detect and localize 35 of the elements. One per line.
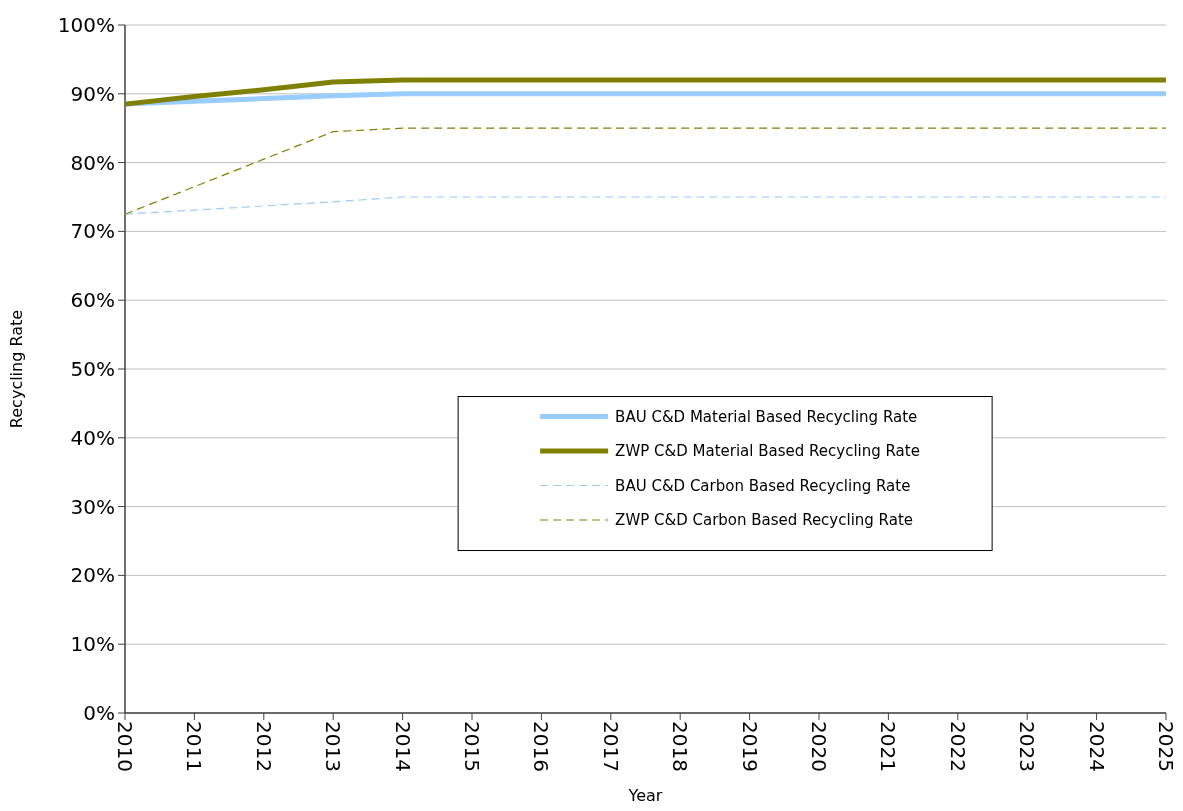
- x-tick-label: 2018: [668, 721, 693, 772]
- y-tick-label: 10%: [70, 632, 115, 657]
- x-tick-label: 2020: [807, 721, 831, 772]
- x-tick-label: 2021: [876, 721, 901, 772]
- y-tick-label: 20%: [70, 563, 115, 588]
- x-axis-title: Year: [627, 786, 663, 805]
- y-tick-label: 30%: [70, 494, 115, 519]
- legend-label: BAU C&D Carbon Based Recycling Rate: [615, 476, 911, 495]
- x-tick-label: 2011: [182, 721, 207, 772]
- line-series: [124, 127, 1167, 215]
- y-tick-label: 80%: [70, 150, 115, 175]
- x-tick-label: 2024: [1084, 721, 1109, 772]
- x-tick-label: 2012: [251, 721, 276, 772]
- y-tick-label: 50%: [70, 357, 115, 381]
- y-tick-label: 70%: [70, 219, 115, 244]
- x-tick-label: 2022: [945, 721, 970, 772]
- y-tick-label: 40%: [70, 425, 115, 450]
- legend-label: BAU C&D Material Based Recycling Rate: [615, 407, 918, 426]
- x-tick-label: 2023: [1015, 721, 1040, 772]
- x-tick-label: 2014: [390, 721, 415, 772]
- legend-label: ZWP C&D Carbon Based Recycling Rate: [615, 511, 914, 530]
- y-tick-label: 90%: [70, 81, 115, 106]
- y-axis-title: Recycling Rate: [7, 309, 26, 429]
- x-tick-label: 2019: [737, 721, 762, 772]
- y-tick-label: 60%: [70, 288, 115, 313]
- x-tick-label: 2010: [113, 721, 137, 772]
- x-tick-label: 2016: [529, 721, 554, 772]
- legend-label: ZWP C&D Material Based Recycling Rate: [615, 442, 920, 461]
- x-tick-label: 2015: [460, 721, 484, 772]
- x-tick-label: 2013: [321, 721, 346, 772]
- y-tick-label: 0%: [83, 701, 115, 725]
- line-series: [124, 196, 1167, 215]
- y-tick-label: 100%: [57, 13, 115, 37]
- x-tick-label: 2017: [598, 721, 623, 772]
- x-tick-label: 2025: [1154, 721, 1178, 772]
